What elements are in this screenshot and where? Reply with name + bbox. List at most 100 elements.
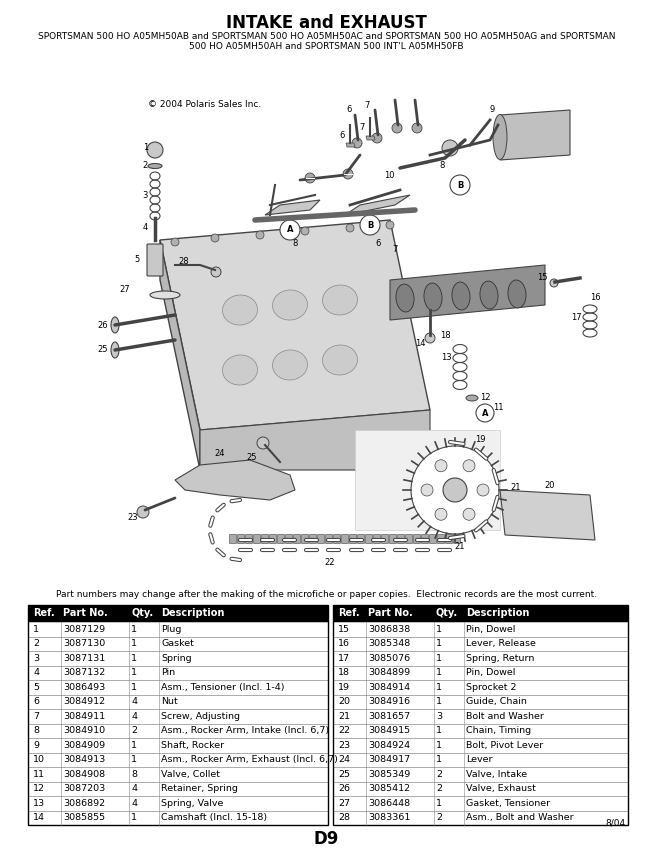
Polygon shape	[160, 220, 430, 430]
FancyBboxPatch shape	[28, 666, 328, 680]
FancyBboxPatch shape	[349, 534, 357, 544]
FancyBboxPatch shape	[381, 534, 389, 544]
FancyBboxPatch shape	[406, 534, 413, 544]
Circle shape	[411, 446, 499, 534]
Circle shape	[372, 133, 382, 143]
Text: 3084908: 3084908	[63, 770, 105, 778]
Text: 24: 24	[338, 756, 350, 764]
FancyBboxPatch shape	[374, 534, 381, 544]
Text: Valve, Exhaust: Valve, Exhaust	[466, 784, 536, 793]
Text: 7: 7	[360, 124, 365, 132]
Text: 3087132: 3087132	[63, 668, 105, 678]
Text: 3085412: 3085412	[368, 784, 410, 793]
Text: 1: 1	[131, 813, 137, 823]
Text: 23: 23	[338, 741, 350, 750]
Ellipse shape	[480, 281, 498, 309]
Text: 1: 1	[436, 756, 442, 764]
Text: 4: 4	[131, 784, 137, 793]
Text: Plug: Plug	[161, 625, 182, 633]
Text: 17: 17	[338, 654, 350, 663]
Text: Asm., Tensioner (Incl. 1-4): Asm., Tensioner (Incl. 1-4)	[161, 683, 285, 692]
Text: 3084913: 3084913	[63, 756, 105, 764]
Text: 3084924: 3084924	[368, 741, 410, 750]
FancyBboxPatch shape	[325, 534, 332, 544]
Text: B: B	[457, 181, 463, 189]
Ellipse shape	[396, 284, 414, 312]
Ellipse shape	[452, 282, 470, 310]
Polygon shape	[265, 200, 320, 215]
Text: Qty.: Qty.	[436, 609, 458, 618]
Text: 23: 23	[127, 514, 138, 522]
Circle shape	[171, 238, 179, 246]
FancyBboxPatch shape	[430, 534, 436, 544]
Text: 6: 6	[347, 105, 352, 114]
Text: 5: 5	[33, 683, 39, 692]
FancyBboxPatch shape	[28, 605, 328, 622]
Text: Pin: Pin	[161, 668, 175, 678]
Ellipse shape	[424, 283, 442, 311]
Text: © 2004 Polaris Sales Inc.: © 2004 Polaris Sales Inc.	[148, 100, 261, 109]
Ellipse shape	[508, 280, 526, 308]
Text: 22: 22	[338, 726, 350, 735]
Circle shape	[476, 404, 494, 422]
FancyBboxPatch shape	[246, 534, 253, 544]
Text: 3087129: 3087129	[63, 625, 105, 633]
Text: 3085349: 3085349	[368, 770, 410, 778]
Circle shape	[305, 173, 315, 183]
FancyBboxPatch shape	[333, 695, 628, 709]
Circle shape	[463, 508, 475, 521]
Text: 7: 7	[364, 101, 370, 109]
Text: Guide, Chain: Guide, Chain	[466, 697, 527, 706]
Text: 28: 28	[338, 813, 350, 823]
Polygon shape	[345, 195, 410, 215]
FancyBboxPatch shape	[357, 534, 364, 544]
Circle shape	[442, 140, 458, 156]
FancyBboxPatch shape	[147, 244, 163, 276]
Ellipse shape	[148, 164, 162, 169]
Ellipse shape	[223, 355, 257, 385]
Text: 27: 27	[119, 286, 130, 294]
Text: 1: 1	[436, 799, 442, 808]
Text: 2: 2	[436, 784, 442, 793]
FancyBboxPatch shape	[229, 534, 236, 544]
Circle shape	[425, 333, 435, 343]
Text: 3084899: 3084899	[368, 668, 410, 678]
Text: A: A	[482, 409, 488, 417]
Text: 3084912: 3084912	[63, 697, 105, 706]
FancyBboxPatch shape	[285, 534, 293, 544]
Ellipse shape	[323, 285, 357, 315]
Text: 3084916: 3084916	[368, 697, 410, 706]
Ellipse shape	[493, 114, 507, 159]
Polygon shape	[366, 136, 375, 140]
Text: Description: Description	[161, 609, 225, 618]
Text: 1: 1	[436, 726, 442, 735]
FancyBboxPatch shape	[261, 534, 268, 544]
Text: 5: 5	[135, 255, 140, 265]
Text: Valve, Intake: Valve, Intake	[466, 770, 527, 778]
Text: 13: 13	[33, 799, 45, 808]
Text: 3084910: 3084910	[63, 726, 105, 735]
FancyBboxPatch shape	[421, 534, 428, 544]
Text: 1: 1	[436, 668, 442, 678]
Text: 25: 25	[338, 770, 350, 778]
Text: 4: 4	[131, 697, 137, 706]
FancyBboxPatch shape	[310, 534, 317, 544]
Text: 4: 4	[131, 799, 137, 808]
FancyBboxPatch shape	[28, 811, 328, 825]
FancyBboxPatch shape	[28, 680, 328, 695]
Text: 3084915: 3084915	[368, 726, 410, 735]
Text: 6: 6	[340, 131, 345, 140]
Text: 3: 3	[33, 654, 39, 663]
Circle shape	[450, 175, 470, 195]
FancyBboxPatch shape	[270, 534, 276, 544]
FancyBboxPatch shape	[453, 534, 460, 544]
Circle shape	[392, 123, 402, 133]
Text: 3084917: 3084917	[368, 756, 410, 764]
FancyBboxPatch shape	[333, 622, 628, 637]
FancyBboxPatch shape	[334, 534, 340, 544]
Text: 2: 2	[436, 770, 442, 778]
Text: A: A	[287, 226, 293, 235]
FancyBboxPatch shape	[398, 534, 404, 544]
Text: 9: 9	[490, 105, 495, 114]
FancyBboxPatch shape	[333, 723, 628, 738]
